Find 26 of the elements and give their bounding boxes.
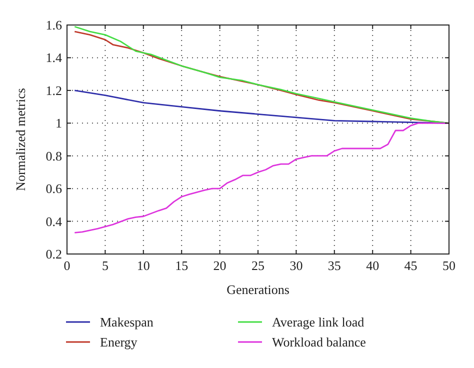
- x-tick-label: 30: [290, 258, 303, 273]
- legend-label: Energy: [100, 334, 138, 350]
- y-tick-label: 1.2: [46, 82, 62, 98]
- x-tick-label: 5: [102, 258, 108, 273]
- y-axis-title: Normalized metrics: [13, 88, 28, 191]
- y-tick-label: 1: [56, 116, 62, 131]
- y-tick-label: 1.6: [46, 18, 62, 32]
- legend-label: Makespan: [100, 314, 154, 330]
- x-tick-label: 40: [366, 258, 380, 273]
- y-tick-label: 1.4: [46, 50, 62, 66]
- x-tick-label: 35: [328, 258, 341, 273]
- x-tick-label: 10: [136, 258, 150, 273]
- y-tick-label: 0.2: [46, 246, 62, 262]
- x-tick-label: 20: [213, 258, 226, 273]
- y-tick-label: 0.8: [46, 148, 62, 164]
- x-axis-title: Generations: [226, 282, 290, 297]
- line-series: [74, 122, 450, 234]
- x-tick-label: 0: [64, 258, 70, 273]
- y-tick-label: 0.4: [46, 214, 62, 229]
- legend-label: Workload balance: [272, 334, 366, 350]
- x-tick-label: 45: [404, 258, 418, 273]
- y-tick-label: 0.6: [46, 181, 62, 196]
- legend-label: Average link load: [272, 314, 365, 330]
- x-tick-label: 50: [442, 258, 456, 273]
- x-tick-label: 25: [252, 258, 264, 273]
- x-tick-label: 15: [175, 258, 188, 273]
